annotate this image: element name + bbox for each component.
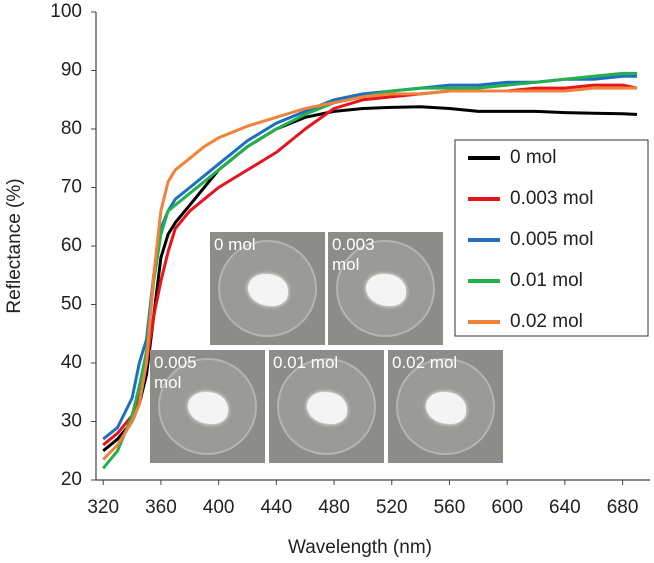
sample-photo: 0.003 mol [328,232,443,345]
powder [307,392,347,424]
legend-label: 0 mol [510,147,556,168]
x-tick-label: 360 [145,497,177,518]
x-tick-label: 680 [607,497,639,518]
photo-label: 0.02 mol [392,353,458,372]
y-tick-label: 70 [61,177,82,198]
x-tick-label: 520 [376,497,408,518]
photo-label: 0.01 mol [273,353,339,372]
x-tick-label: 560 [434,497,466,518]
y-tick-label: 100 [50,1,82,22]
legend-label: 0.02 mol [510,311,583,332]
legend-label: 0.003 mol [510,188,593,209]
photo-label: 0 mol [214,235,256,254]
x-tick-label: 400 [203,497,235,518]
photo-label: 0.005 mol [154,353,197,392]
y-tick-label: 80 [61,118,82,139]
x-tick-label: 320 [87,497,119,518]
sample-photo: 0.02 mol [388,350,503,463]
powder [426,392,466,424]
legend-label: 0.01 mol [510,270,583,291]
y-tick-label: 40 [61,352,82,373]
powder [188,392,228,424]
y-tick-label: 90 [61,60,82,81]
y-tick-label: 30 [61,411,82,432]
y-axis-label: Reflectance (%) [4,178,25,313]
x-tick-label: 480 [318,497,350,518]
x-tick-label: 640 [549,497,581,518]
photo-label: 0.003 mol [332,235,375,274]
series-line [102,86,637,461]
x-tick-label: 600 [491,497,523,518]
y-tick-label: 20 [61,469,82,490]
y-tick-label: 60 [61,235,82,256]
x-axis-label: Wavelength (nm) [288,537,432,558]
powder [366,274,406,306]
powder [248,274,288,306]
sample-photo: 0.01 mol [269,350,384,463]
petri-dish [336,240,435,337]
legend-label: 0.005 mol [510,229,593,250]
sample-photo: 0.005 mol [150,350,265,463]
y-tick-label: 50 [61,294,82,315]
sample-photo: 0 mol [210,232,325,345]
x-tick-label: 440 [260,497,292,518]
